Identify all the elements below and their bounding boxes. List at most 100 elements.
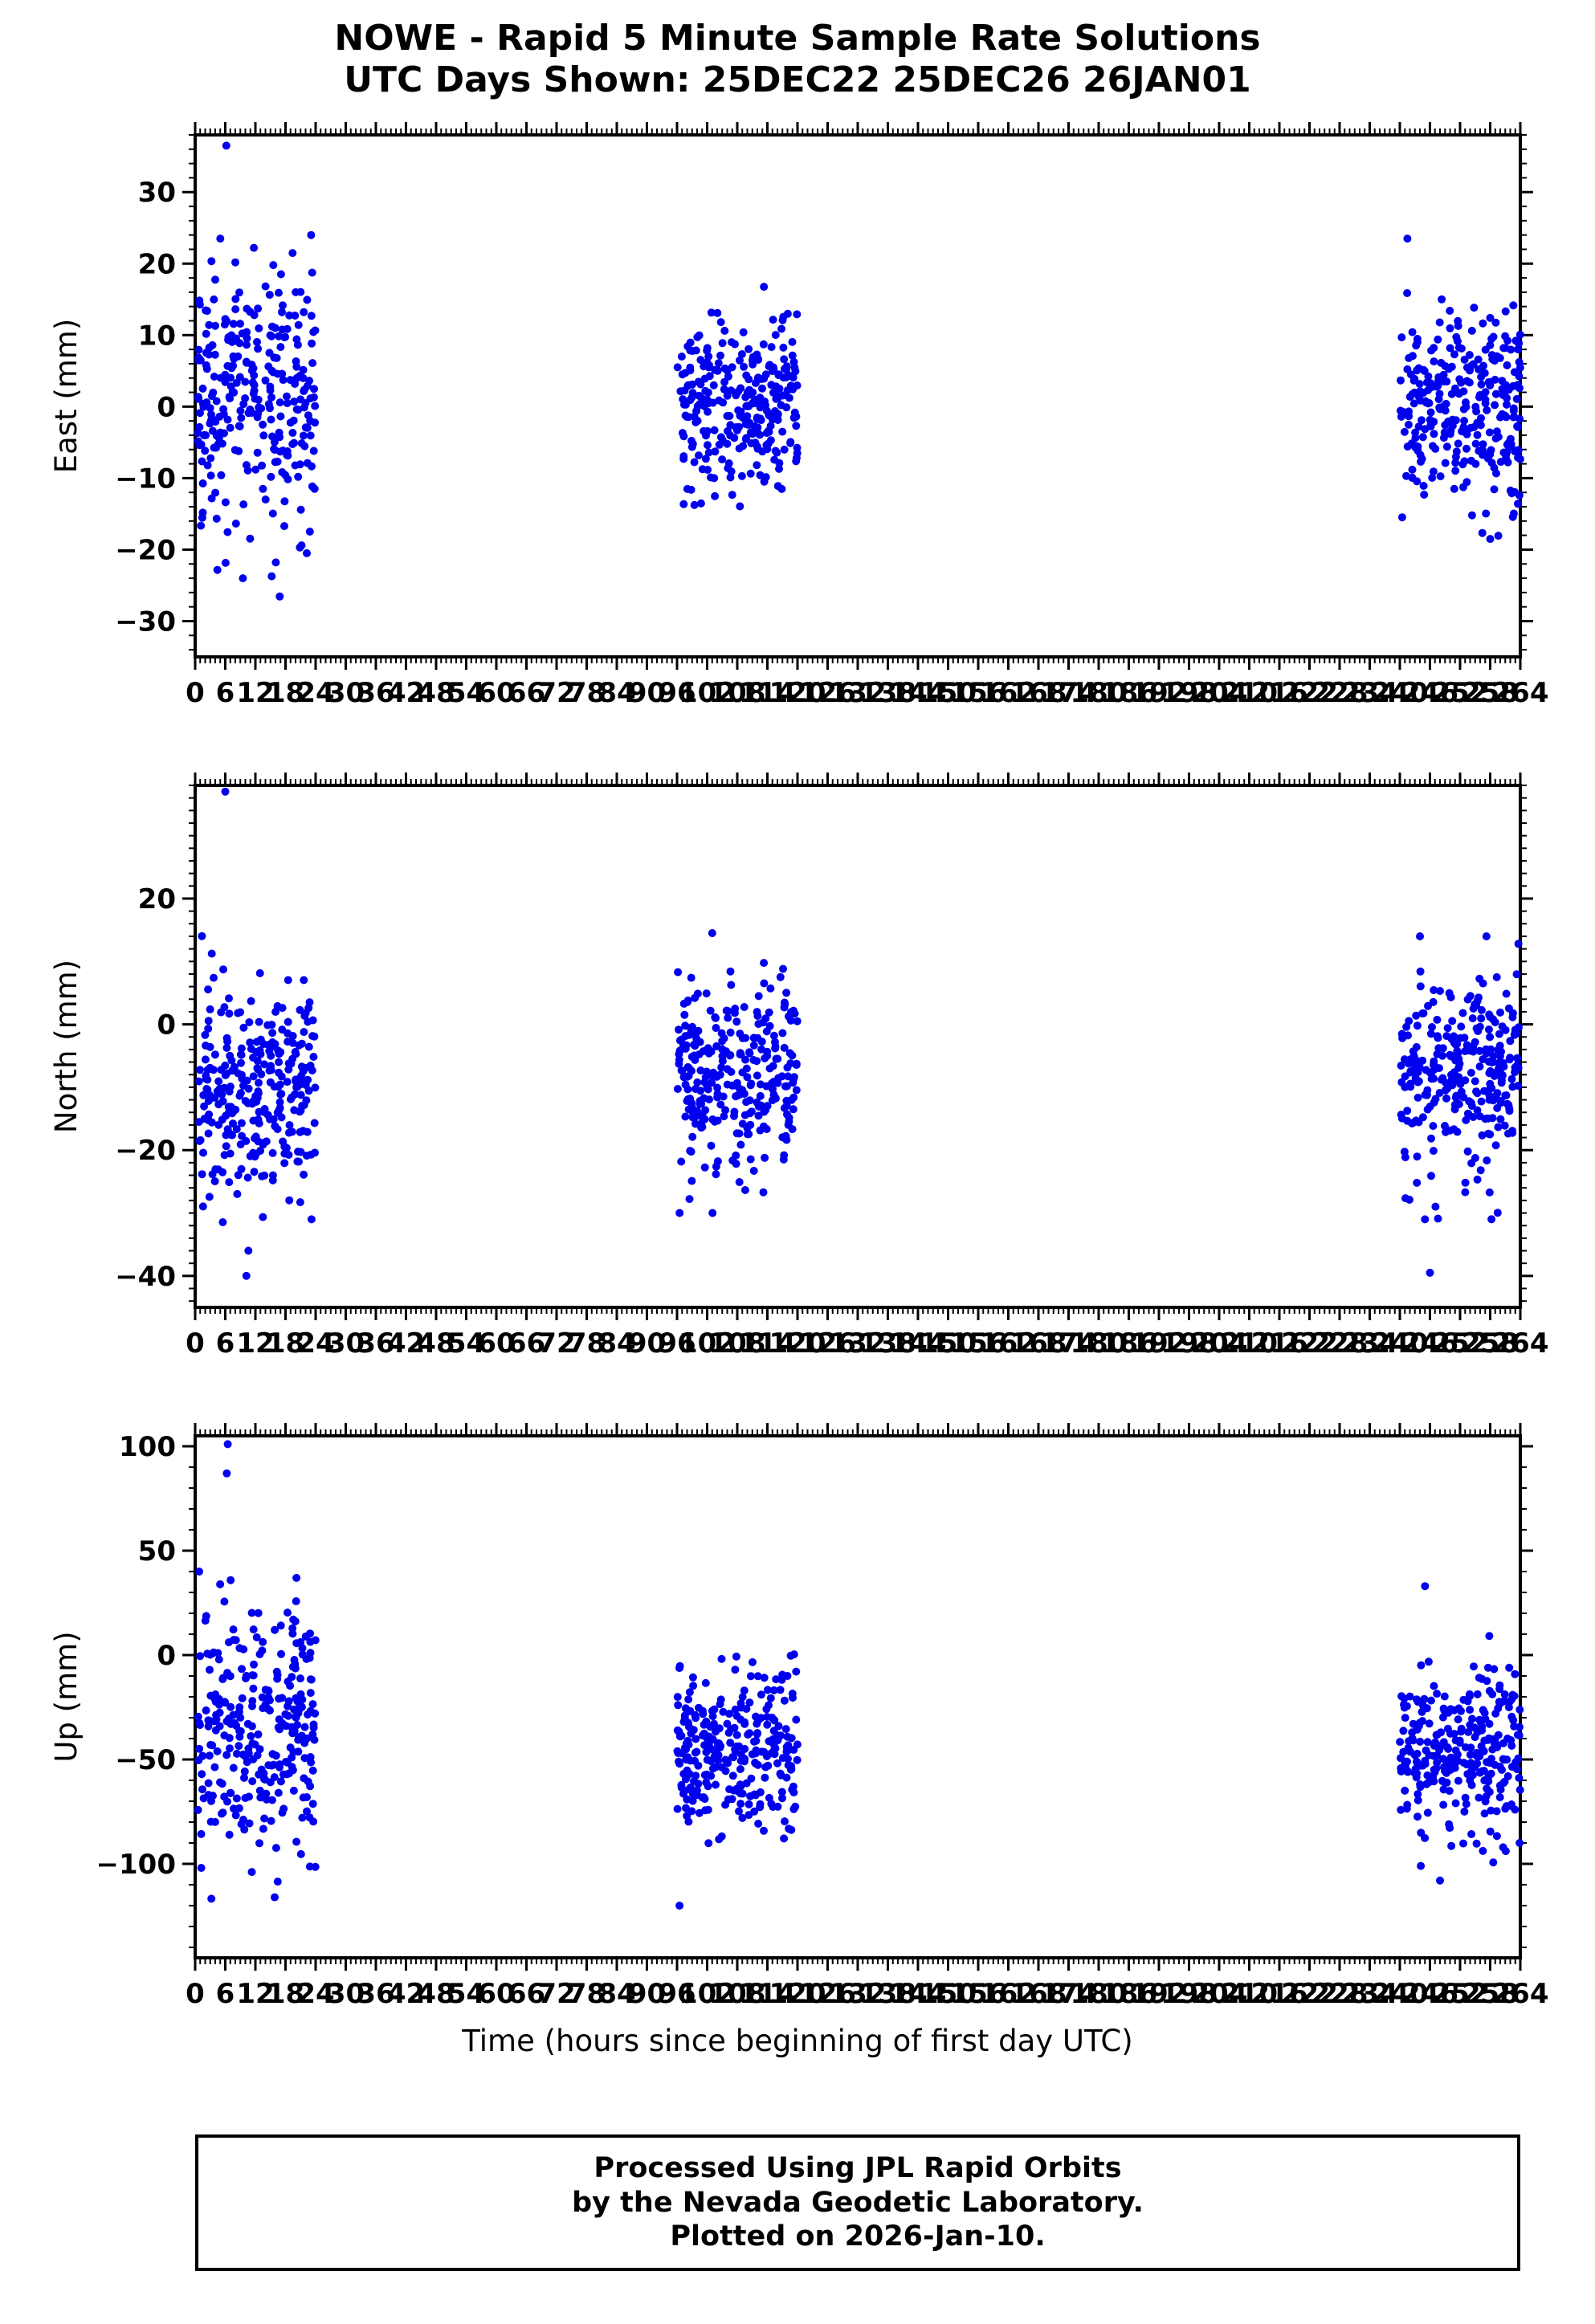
svg-text:138: 138 — [859, 1327, 916, 1360]
svg-text:120: 120 — [769, 1978, 826, 2010]
svg-text:252: 252 — [1432, 1978, 1489, 2010]
svg-text:−10: −10 — [115, 463, 176, 495]
svg-text:186: 186 — [1100, 1978, 1157, 2010]
svg-text:0: 0 — [186, 1327, 205, 1360]
svg-text:78: 78 — [568, 1327, 606, 1360]
north-scatter-plot: 0 6 12182430364248546066727884909610210811… — [49, 773, 1549, 1360]
svg-text:216: 216 — [1251, 1327, 1308, 1360]
svg-text:174: 174 — [1040, 1327, 1097, 1360]
footer-line2: by the Nevada Geodetic Laboratory. — [572, 2186, 1144, 2219]
svg-text:96: 96 — [658, 1327, 696, 1360]
svg-text:252: 252 — [1432, 1327, 1489, 1360]
svg-text:108: 108 — [709, 1327, 766, 1360]
svg-text:18: 18 — [267, 1327, 304, 1360]
svg-text:East (mm): East (mm) — [49, 319, 84, 474]
chart-title-line2: UTC Days Shown: 25DEC22 25DEC26 26JAN01 — [344, 59, 1251, 100]
svg-text:210: 210 — [1221, 677, 1278, 709]
footer-line3: Plotted on 2026-Jan-10. — [670, 2220, 1046, 2253]
svg-text:258: 258 — [1462, 1327, 1519, 1360]
svg-text:54: 54 — [447, 1978, 485, 2010]
svg-text:156: 156 — [950, 1327, 1007, 1360]
svg-text:30: 30 — [327, 1327, 365, 1360]
svg-text:126: 126 — [799, 1327, 856, 1360]
svg-text:0: 0 — [157, 1009, 176, 1042]
svg-text:0: 0 — [157, 1640, 176, 1672]
svg-text:120: 120 — [769, 677, 826, 709]
north-data-points — [194, 787, 1523, 1280]
svg-text:264: 264 — [1492, 1978, 1549, 2010]
svg-text:174: 174 — [1040, 1978, 1097, 2010]
footer-box: Processed Using JPL Rapid Orbits by the … — [195, 2134, 1520, 2271]
svg-text:102: 102 — [679, 1978, 736, 2010]
svg-text:42: 42 — [387, 677, 425, 709]
svg-text:36: 36 — [357, 677, 394, 709]
svg-text:126: 126 — [799, 677, 856, 709]
svg-text:12: 12 — [236, 677, 274, 709]
svg-text:120: 120 — [769, 1327, 826, 1360]
svg-text:78: 78 — [568, 1978, 606, 2010]
svg-text:234: 234 — [1341, 1327, 1398, 1360]
svg-text:0: 0 — [157, 391, 176, 423]
svg-text:66: 66 — [508, 1978, 545, 2010]
svg-text:78: 78 — [568, 677, 606, 709]
svg-text:150: 150 — [920, 677, 977, 709]
svg-text:114: 114 — [739, 1327, 796, 1360]
svg-text:228: 228 — [1311, 677, 1369, 709]
svg-text:84: 84 — [598, 1327, 635, 1360]
svg-text:222: 222 — [1281, 1978, 1338, 2010]
svg-text:258: 258 — [1462, 677, 1519, 709]
svg-text:54: 54 — [447, 677, 485, 709]
svg-text:198: 198 — [1161, 677, 1218, 709]
svg-text:246: 246 — [1401, 1327, 1458, 1360]
svg-text:114: 114 — [739, 677, 796, 709]
svg-text:162: 162 — [980, 1327, 1037, 1360]
footer-line1: Processed Using JPL Rapid Orbits — [594, 2151, 1122, 2184]
svg-text:114: 114 — [739, 1978, 796, 2010]
svg-text:210: 210 — [1221, 1978, 1278, 2010]
east-data-points — [194, 141, 1524, 601]
svg-text:30: 30 — [327, 1978, 365, 2010]
svg-text:144: 144 — [890, 1327, 947, 1360]
svg-text:−20: −20 — [115, 1135, 176, 1167]
svg-text:252: 252 — [1432, 677, 1489, 709]
svg-text:240: 240 — [1372, 677, 1429, 709]
svg-text:90: 90 — [628, 677, 666, 709]
svg-text:96: 96 — [658, 1978, 696, 2010]
svg-text:−50: −50 — [115, 1744, 176, 1776]
svg-text:90: 90 — [628, 1978, 666, 2010]
svg-text:12: 12 — [236, 1327, 274, 1360]
svg-text:24: 24 — [296, 677, 334, 709]
svg-text:138: 138 — [859, 1978, 916, 2010]
svg-text:198: 198 — [1161, 1978, 1218, 2010]
svg-text:240: 240 — [1372, 1327, 1429, 1360]
svg-text:222: 222 — [1281, 1327, 1338, 1360]
svg-text:264: 264 — [1492, 1327, 1549, 1360]
svg-text:180: 180 — [1071, 1978, 1128, 2010]
svg-text:66: 66 — [508, 677, 545, 709]
svg-text:0: 0 — [186, 677, 205, 709]
svg-text:−40: −40 — [115, 1261, 176, 1293]
svg-text:144: 144 — [890, 1978, 947, 2010]
svg-text:−100: −100 — [96, 1849, 176, 1881]
svg-text:60: 60 — [477, 1327, 515, 1360]
chart-title-line1: NOWE - Rapid 5 Minute Sample Rate Soluti… — [334, 18, 1261, 59]
svg-text:246: 246 — [1401, 677, 1458, 709]
up-scatter-plot: 0 6 12182430364248546066727884909610210811… — [49, 1423, 1549, 2010]
svg-text:246: 246 — [1401, 1978, 1458, 2010]
svg-text:156: 156 — [950, 1978, 1007, 2010]
svg-text:102: 102 — [679, 1327, 736, 1360]
svg-text:100: 100 — [119, 1431, 176, 1463]
svg-text:138: 138 — [859, 677, 916, 709]
svg-text:132: 132 — [830, 1327, 887, 1360]
svg-text:84: 84 — [598, 677, 635, 709]
svg-text:132: 132 — [830, 677, 887, 709]
svg-text:42: 42 — [387, 1978, 425, 2010]
svg-text:North (mm): North (mm) — [49, 960, 84, 1133]
svg-text:234: 234 — [1341, 1978, 1398, 2010]
svg-text:20: 20 — [138, 883, 176, 915]
svg-text:24: 24 — [296, 1978, 334, 2010]
svg-text:48: 48 — [417, 1978, 455, 2010]
svg-text:6: 6 — [216, 1327, 235, 1360]
svg-text:192: 192 — [1131, 1978, 1188, 2010]
svg-text:50: 50 — [138, 1535, 176, 1568]
